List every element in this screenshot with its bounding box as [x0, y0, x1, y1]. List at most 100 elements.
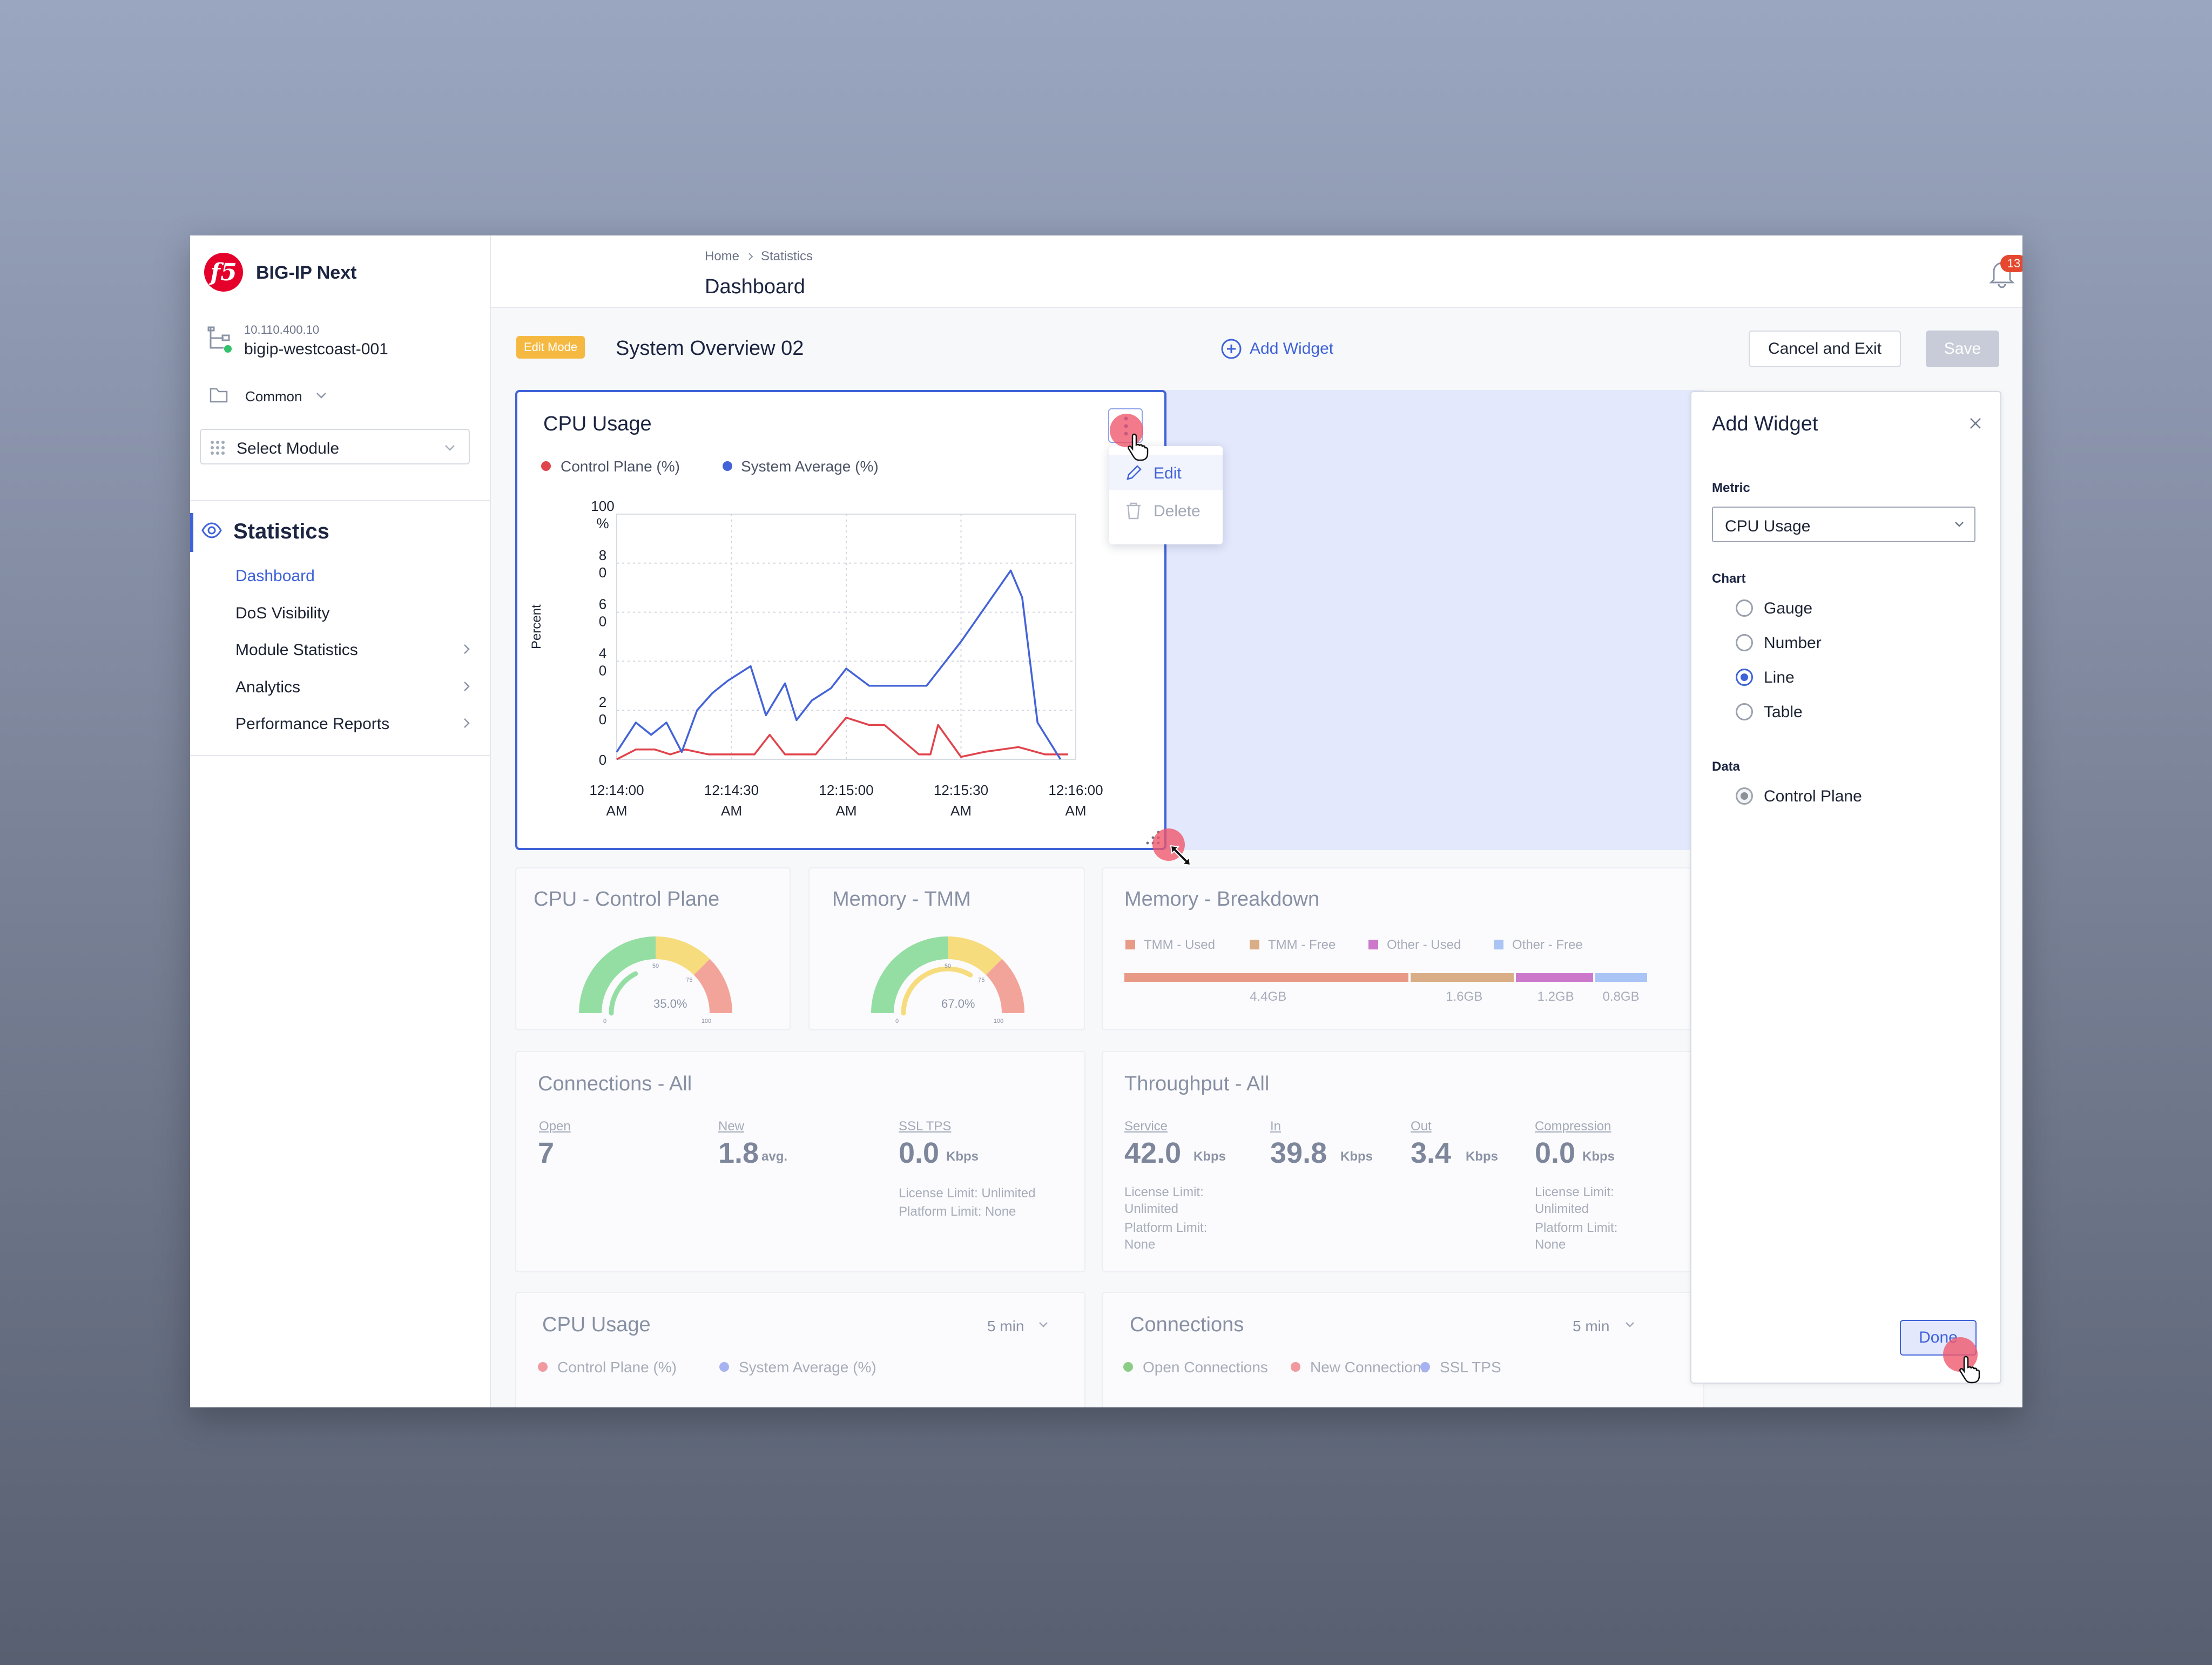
- connections-card[interactable]: Connections 5 min Open Connections New C…: [1102, 1292, 1704, 1407]
- radio-control-plane-label[interactable]: Control Plane: [1764, 787, 1862, 805]
- breadcrumb-home[interactable]: Home: [705, 249, 740, 264]
- sidebar-item-analytics[interactable]: Analytics: [235, 678, 301, 696]
- memory-tmm-card[interactable]: Memory - TMM 0 50 75 100 67.0%: [808, 867, 1085, 1030]
- device-ip: 10.110.400.10: [244, 323, 320, 336]
- time-range-select[interactable]: 5 min: [987, 1318, 1024, 1334]
- stat-compression-unit: Kbps: [1582, 1149, 1615, 1164]
- sidebar-item-module-statistics[interactable]: Module Statistics: [235, 641, 358, 659]
- radio-control-plane[interactable]: [1736, 787, 1753, 805]
- save-button[interactable]: Save: [1926, 331, 1999, 367]
- platform-limit: Platform Limit: None: [899, 1204, 1016, 1219]
- menu-item-edit-label: Edit: [1154, 464, 1182, 482]
- gauge-band-mid: [656, 936, 710, 975]
- nav-section-statistics[interactable]: Statistics: [233, 520, 329, 543]
- resize-cursor-icon: [1170, 845, 1191, 866]
- stat-compression-label[interactable]: Compression: [1535, 1119, 1611, 1134]
- x-tick-label: 12:16:00 AM: [1048, 782, 1103, 819]
- chevron-down-icon[interactable]: [1624, 1321, 1635, 1329]
- cpu-control-plane-card[interactable]: CPU - Control Plane 0 50 75 100 35.0%: [515, 867, 791, 1030]
- time-range-select[interactable]: 5 min: [1573, 1318, 1610, 1334]
- module-select[interactable]: Select Module: [200, 429, 470, 464]
- gauge-tick-label: 100: [994, 1018, 1003, 1024]
- radio-table[interactable]: [1736, 703, 1753, 720]
- stat-open-label[interactable]: Open: [539, 1119, 571, 1134]
- module-select-placeholder: Select Module: [237, 440, 340, 457]
- widget-drop-zone[interactable]: [1164, 390, 1704, 850]
- stat-new-label[interactable]: New: [718, 1119, 745, 1134]
- radio-table-label[interactable]: Table: [1764, 703, 1803, 721]
- x-tick-label: 12:14:00 AM: [589, 782, 644, 819]
- gauge-tick-label: 0: [603, 1018, 606, 1024]
- chevron-right-icon[interactable]: [462, 643, 471, 656]
- gauge-band-mid: [948, 936, 1002, 975]
- breadcrumb-current[interactable]: Statistics: [761, 249, 813, 264]
- stat-service-value: 42.0: [1124, 1137, 1182, 1169]
- device-tree-icon: [207, 326, 232, 353]
- legend-dot-system-average: [719, 1362, 729, 1372]
- card-title: CPU Usage: [542, 1313, 651, 1336]
- menu-item-delete[interactable]: Delete: [1109, 493, 1223, 528]
- radio-gauge[interactable]: [1736, 599, 1753, 617]
- chevron-right-icon[interactable]: [462, 717, 471, 730]
- legend-control-plane[interactable]: Control Plane (%): [561, 458, 680, 475]
- gauge-tick-label: 100: [702, 1018, 711, 1024]
- add-widget-panel: Add Widget Metric CPU Usage Chart Gauge …: [1690, 391, 2001, 1384]
- card-title: CPU - Control Plane: [534, 888, 720, 911]
- radio-number[interactable]: [1736, 634, 1753, 651]
- gauge-band-low: [579, 936, 656, 1013]
- device-name[interactable]: bigip-westcoast-001: [244, 340, 388, 358]
- gauge-band-low: [871, 936, 948, 1013]
- dashboard-name[interactable]: System Overview 02: [616, 337, 804, 360]
- compression-platform-limit: Platform Limit: None: [1535, 1221, 1618, 1252]
- memory-stacked-bar: [1124, 973, 1647, 982]
- plot-frame: [616, 514, 1076, 760]
- connections-all-card[interactable]: Connections - All Open 7 New 1.8 avg. SS…: [515, 1051, 1085, 1272]
- eye-icon: [201, 522, 222, 538]
- memory-bar-segment: [1410, 973, 1514, 982]
- radio-line-label[interactable]: Line: [1764, 669, 1795, 686]
- breadcrumb-chevron-icon: [748, 253, 753, 260]
- radio-line[interactable]: [1736, 669, 1753, 686]
- cpu-usage-widget[interactable]: CPU Usage Control Plane (%) System Avera…: [515, 390, 1166, 850]
- chevron-right-icon[interactable]: [462, 680, 471, 693]
- x-tick-label: 12:14:30 AM: [704, 782, 759, 819]
- cancel-and-exit-button[interactable]: Cancel and Exit: [1749, 331, 1901, 367]
- panel-title: Add Widget: [1712, 413, 1818, 435]
- menu-item-edit[interactable]: Edit: [1109, 455, 1223, 490]
- stat-out-label[interactable]: Out: [1411, 1119, 1432, 1134]
- folder-icon: [210, 388, 228, 403]
- add-widget-button[interactable]: Add Widget: [1250, 340, 1334, 358]
- memory-bar-segment: [1124, 973, 1408, 982]
- metric-select[interactable]: CPU Usage: [1712, 507, 1975, 542]
- chevron-down-icon[interactable]: [315, 391, 327, 400]
- stat-service-label[interactable]: Service: [1124, 1119, 1168, 1134]
- sidebar-divider: [190, 755, 491, 756]
- throughput-all-card[interactable]: Throughput - All Service 42.0 Kbps Licen…: [1102, 1051, 1704, 1272]
- stat-ssl-tps-label[interactable]: SSL TPS: [899, 1119, 952, 1134]
- memory-breakdown-card[interactable]: Memory - Breakdown TMM - Used TMM - Free…: [1102, 867, 1704, 1030]
- hand-cursor-icon: [1959, 1356, 1980, 1384]
- f5-logo: f5: [204, 253, 243, 292]
- partition-selector[interactable]: Common: [245, 388, 302, 405]
- grid-dots-icon: [211, 441, 225, 455]
- sidebar-item-dos-visibility[interactable]: DoS Visibility: [235, 604, 330, 622]
- page-title: Dashboard: [705, 275, 805, 298]
- close-icon[interactable]: [1968, 416, 1983, 431]
- sidebar-item-performance-reports[interactable]: Performance Reports: [235, 715, 390, 733]
- plus-circle-icon[interactable]: [1220, 338, 1242, 360]
- radio-gauge-label[interactable]: Gauge: [1764, 599, 1813, 617]
- stat-in-label[interactable]: In: [1270, 1119, 1282, 1134]
- gauge-band-high: [693, 959, 732, 1013]
- cpu-usage-card[interactable]: CPU Usage 5 min Control Plane (%) System…: [515, 1292, 1085, 1407]
- stat-new-unit: avg.: [761, 1149, 788, 1164]
- radio-number-label[interactable]: Number: [1764, 634, 1822, 652]
- gauge-value-label: 67.0%: [941, 997, 975, 1010]
- memory-bar-segment: [1516, 973, 1594, 982]
- chevron-down-icon: [445, 445, 455, 451]
- legend-system-average[interactable]: System Average (%): [741, 458, 879, 475]
- card-title: Throughput - All: [1124, 1073, 1270, 1095]
- legend-dot-new-connections: [1291, 1362, 1300, 1372]
- chevron-down-icon[interactable]: [1038, 1321, 1049, 1329]
- sidebar-item-dashboard[interactable]: Dashboard: [235, 567, 315, 585]
